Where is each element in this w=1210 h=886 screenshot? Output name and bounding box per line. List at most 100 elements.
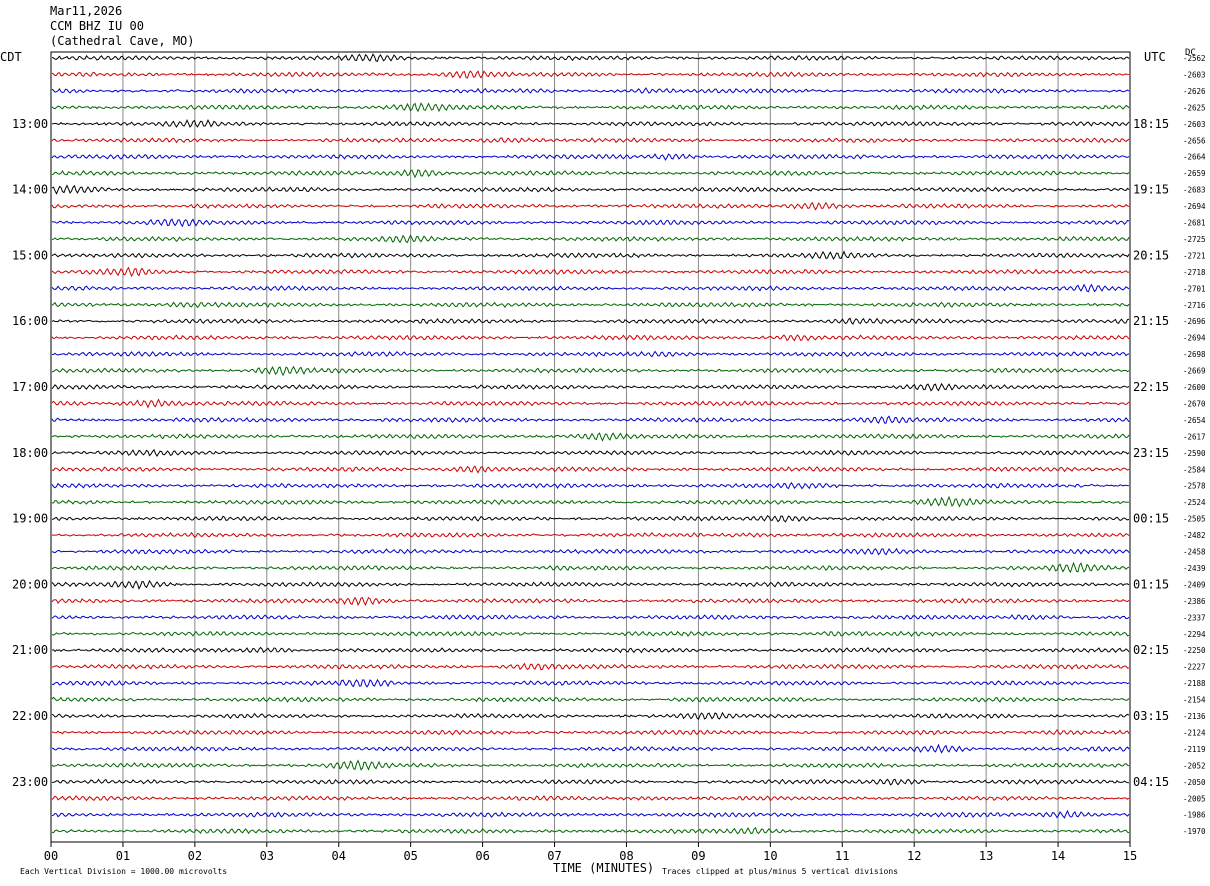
x-tick-label: 08 <box>619 849 633 863</box>
dc-offset-label: -2683 <box>1183 186 1206 195</box>
dc-offset-label: -2617 <box>1183 432 1206 441</box>
dc-offset-label: -2337 <box>1183 613 1206 622</box>
right-time-label: 01:15 <box>1133 577 1169 591</box>
x-tick-label: 00 <box>44 849 58 863</box>
dc-offset-label: -2458 <box>1183 548 1206 557</box>
x-tick-label: 10 <box>763 849 777 863</box>
x-axis-label: TIME (MINUTES) <box>553 861 655 875</box>
seismic-trace <box>51 678 1130 688</box>
seismic-trace <box>51 614 1130 621</box>
x-tick-label: 07 <box>547 849 561 863</box>
dc-offset-label: -2386 <box>1183 597 1206 606</box>
x-tick-label: 05 <box>403 849 417 863</box>
left-time-label: 21:00 <box>12 643 48 657</box>
dc-offset-label: -2694 <box>1183 202 1206 211</box>
trace-group <box>51 53 1130 835</box>
dc-offset-label: -2439 <box>1183 564 1206 573</box>
seismic-trace <box>51 137 1130 144</box>
dc-offset-label: -2409 <box>1183 580 1206 589</box>
dc-offset-label: -2698 <box>1183 350 1206 359</box>
x-tick-label: 13 <box>979 849 993 863</box>
seismic-trace <box>51 250 1130 261</box>
dc-offset-label: -2654 <box>1183 416 1206 425</box>
seismic-trace <box>51 87 1130 94</box>
right-time-label: 19:15 <box>1133 183 1169 197</box>
x-tick-label: 09 <box>691 849 705 863</box>
x-tick-label: 01 <box>116 849 130 863</box>
dc-offset-label: -2626 <box>1183 87 1206 96</box>
right-time-label: 23:15 <box>1133 446 1169 460</box>
x-tick-label: 02 <box>188 849 202 863</box>
right-time-label: 21:15 <box>1133 314 1169 328</box>
seismic-trace <box>51 729 1130 736</box>
left-time-label: 20:00 <box>12 577 48 591</box>
dc-offset-label: -2600 <box>1183 383 1206 392</box>
seismic-trace <box>51 201 1130 211</box>
dc-offset-label: -2603 <box>1183 70 1206 79</box>
left-time-label: 18:00 <box>12 446 48 460</box>
seismic-trace <box>51 169 1130 179</box>
dc-offset-label: -2694 <box>1183 334 1206 343</box>
dc-offset-label: -2681 <box>1183 219 1206 228</box>
seismic-trace <box>51 596 1130 607</box>
right-time-label: 20:15 <box>1133 248 1169 262</box>
header-station: CCM BHZ IU 00 <box>50 19 144 33</box>
dc-offset-label: -1986 <box>1183 811 1206 820</box>
dc-offset-label: -2154 <box>1183 696 1206 705</box>
seismic-trace <box>51 662 1130 671</box>
seismic-trace <box>51 53 1130 62</box>
dc-offset-label: -2656 <box>1183 136 1206 145</box>
dc-column-label: DC <box>1185 48 1196 58</box>
seismic-trace <box>51 743 1130 754</box>
seismic-trace <box>51 826 1130 835</box>
x-tick-label: 11 <box>835 849 849 863</box>
left-timezone-label: CDT <box>0 50 22 64</box>
right-timezone-label: UTC <box>1144 50 1166 64</box>
scale-note: Each Vertical Division = 1000.00 microvo… <box>20 867 228 876</box>
dc-offset-label: -2578 <box>1183 482 1206 491</box>
seismic-trace <box>51 283 1130 293</box>
dc-offset-label: -2188 <box>1183 679 1206 688</box>
dc-offset-label: -2603 <box>1183 120 1206 129</box>
dc-offset-label: -2625 <box>1183 103 1206 112</box>
seismic-trace <box>51 547 1130 556</box>
seismic-trace <box>52 365 1130 377</box>
seismic-trace <box>51 531 1130 538</box>
left-time-label: 15:00 <box>12 248 48 262</box>
dc-offset-label: -2524 <box>1183 498 1206 507</box>
seismic-trace <box>51 794 1130 802</box>
seismic-trace <box>51 234 1130 244</box>
x-tick-label: 06 <box>475 849 489 863</box>
seismic-trace <box>51 266 1130 278</box>
dc-offset-label: -2052 <box>1183 761 1206 770</box>
header-date: Mar11,2026 <box>50 4 123 18</box>
right-time-label: 04:15 <box>1133 775 1169 789</box>
plot-grid <box>50 51 1131 847</box>
left-time-label: 14:00 <box>12 183 48 197</box>
header-location: (Cathedral Cave, MO) <box>50 34 195 48</box>
right-time-label: 22:15 <box>1133 380 1169 394</box>
dc-offset-label: -2725 <box>1183 235 1206 244</box>
clip-note: Traces clipped at plus/minus 5 vertical … <box>662 867 899 876</box>
left-time-label: 13:00 <box>12 117 48 131</box>
x-tick-label: 15 <box>1123 849 1137 863</box>
dc-offset-label: -2701 <box>1183 284 1206 293</box>
seismic-trace <box>51 481 1130 490</box>
left-time-label: 23:00 <box>12 775 48 789</box>
seismic-trace <box>51 711 1130 720</box>
dc-offset-label: -2669 <box>1183 367 1206 376</box>
seismic-trace <box>51 561 1130 574</box>
right-time-label: 18:15 <box>1133 117 1169 131</box>
seismic-trace <box>51 809 1130 819</box>
dc-offset-label: -2659 <box>1183 169 1206 178</box>
left-time-label: 19:00 <box>12 512 48 526</box>
seismic-trace <box>51 495 1130 508</box>
dc-offset-label: -2227 <box>1183 663 1206 672</box>
dc-offset-label: -2482 <box>1183 531 1206 540</box>
seismic-trace <box>51 630 1130 637</box>
dc-offset-label: -2696 <box>1183 317 1206 326</box>
seismic-trace <box>51 514 1130 523</box>
dc-offset-label: -2124 <box>1183 728 1206 737</box>
dc-offset-label: -2718 <box>1183 268 1206 277</box>
x-tick-label: 14 <box>1051 849 1065 863</box>
